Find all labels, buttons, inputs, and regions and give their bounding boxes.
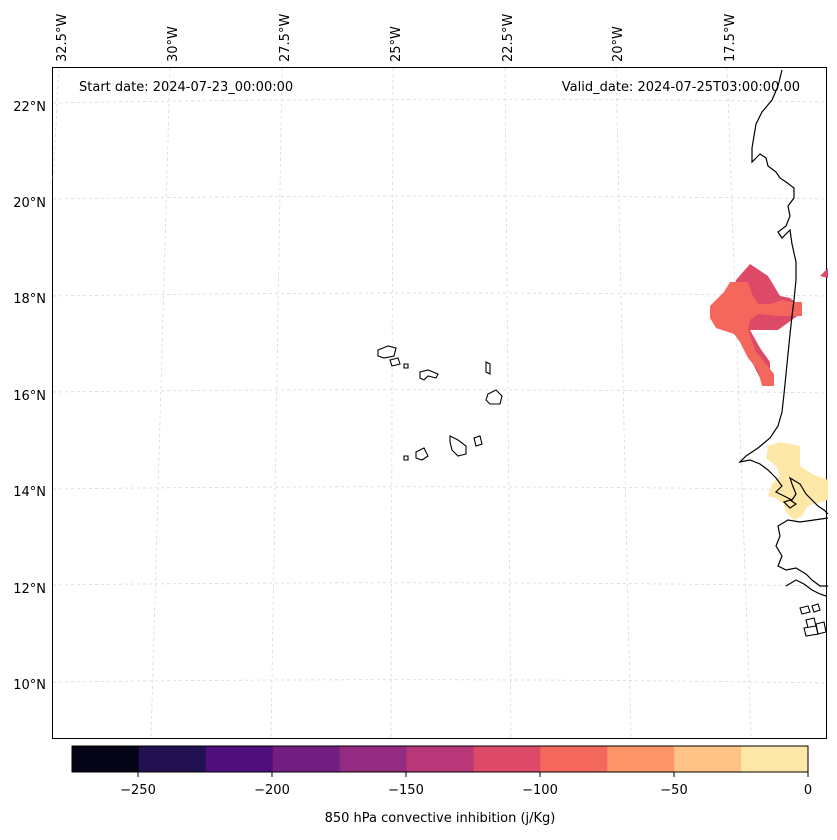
lat-label-12n: 12°N [13, 582, 46, 597]
island-bijagos-2 [811, 603, 821, 613]
contour-fill-m100-east [820, 268, 828, 278]
meridian-22-5w [504, 67, 512, 739]
colorbar-label-m50: −50 [660, 783, 687, 798]
meridian-30w [150, 67, 171, 739]
colorbar-swatch [339, 746, 408, 772]
valid-date-label: Valid_date: 2024-07-25T03:00:00.00 [562, 80, 800, 95]
island-sao-vicente [389, 357, 401, 367]
island-brava [403, 455, 409, 461]
colorbar: −250 −200 −150 −100 −50 0 850 hPa convec… [71, 745, 812, 826]
colorbar-swatch [205, 746, 274, 772]
island-bijagos-4 [803, 625, 819, 637]
latitude-labels: 22°N 20°N 18°N 16°N 14°N 12°N 10°N [13, 100, 46, 693]
map-area [52, 67, 829, 739]
island-santo-antao [377, 345, 397, 359]
lon-label-20w: 20°W [611, 26, 626, 62]
colorbar-swatch [272, 746, 341, 772]
map-background [52, 67, 827, 739]
lat-label-16n: 16°N [13, 389, 46, 404]
colorbar-swatch [473, 746, 541, 772]
coastline-gambia-guinea [782, 499, 798, 509]
lat-label-10n: 10°N [13, 678, 46, 693]
meridian-25w [390, 67, 394, 739]
contour-fill-m100 [710, 282, 802, 386]
longitude-labels: 32.5°W 30°W 27.5°W 25°W 22.5°W 20°W 17.5… [55, 14, 738, 62]
colorbar-label-0: 0 [804, 783, 812, 798]
parallel-12n [52, 582, 827, 587]
start-date-label: Start date: 2024-07-23_00:00:00 [79, 80, 293, 95]
coastline-mauritania-senegal [738, 69, 829, 515]
lat-label-22n: 22°N [13, 100, 46, 115]
coastline-guinea-bissau [775, 517, 829, 587]
lon-label-27-5w: 27.5°W [278, 14, 293, 62]
lon-label-32-5w: 32.5°W [55, 14, 70, 62]
parallel-18n [52, 292, 827, 297]
lat-label-20n: 20°N [13, 196, 46, 211]
meridian-17-5w [726, 67, 752, 739]
island-bijagos-5 [815, 621, 827, 635]
gridlines [52, 67, 827, 739]
island-boa-vista [485, 389, 503, 405]
lon-label-22-5w: 22.5°W [501, 14, 516, 62]
island-santiago [449, 435, 467, 457]
colorbar-label-m250: −250 [120, 783, 156, 798]
colorbar-swatch [72, 746, 140, 772]
meridian-20w [615, 67, 632, 739]
island-sal [485, 361, 491, 375]
cape-verde-islands [377, 345, 503, 461]
lon-label-25w: 25°W [389, 26, 404, 62]
lon-label-30w: 30°W [166, 26, 181, 62]
parallel-20n [52, 195, 827, 200]
meridian-32-5w [52, 67, 60, 181]
colorbar-title: 850 hPa convective inhibition (j/Kg) [325, 811, 556, 826]
lon-label-17-5w: 17.5°W [723, 14, 738, 62]
island-bijagos-1 [799, 605, 811, 615]
colorbar-swatch [741, 746, 809, 772]
parallel-22n [52, 98, 827, 104]
colorbar-swatches [72, 746, 809, 772]
colorbar-label-m150: −150 [388, 783, 424, 798]
colorbar-swatch [540, 746, 608, 772]
colorbar-label-m200: −200 [254, 783, 290, 798]
coastline [738, 69, 829, 637]
colorbar-outline [71, 745, 809, 773]
parallel-10n [52, 679, 827, 684]
colorbar-swatch [674, 746, 742, 772]
lat-label-18n: 18°N [13, 292, 46, 307]
island-sao-nicolau [419, 369, 439, 381]
island-santa-luzia [403, 363, 409, 369]
colorbar-ticks [137, 772, 809, 777]
colorbar-swatch [607, 746, 675, 772]
colorbar-tick-labels: −250 −200 −150 −100 −50 0 [120, 783, 812, 798]
colorbar-swatch [406, 746, 474, 772]
island-maio [473, 435, 483, 447]
parallel-14n [52, 486, 827, 491]
coastline-bissau-islands [785, 579, 827, 597]
colorbar-label-m100: −100 [522, 783, 558, 798]
lat-label-14n: 14°N [13, 485, 46, 500]
colorbar-swatch [138, 746, 207, 772]
meridian-27-5w [270, 67, 283, 739]
parallel-16n [52, 389, 827, 394]
island-fogo [415, 447, 429, 461]
